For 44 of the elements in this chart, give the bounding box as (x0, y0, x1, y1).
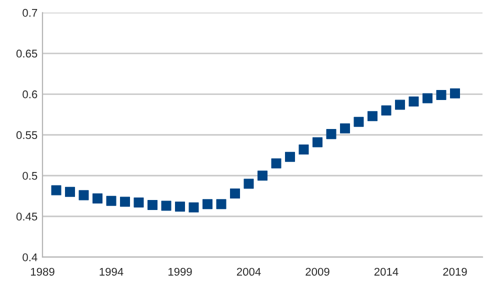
point (408, 96, 419, 106)
point (78, 190, 89, 200)
x-tick-label: 2009 (306, 268, 330, 276)
point (244, 178, 254, 189)
point (51, 185, 62, 196)
x-tick-label: 1999 (168, 268, 192, 276)
x-tick-label: 2004 (236, 268, 261, 276)
point (230, 188, 240, 199)
y-tick-label: 0.65 (16, 50, 38, 58)
x-tick-label: 1989 (30, 268, 54, 276)
point (436, 90, 446, 100)
point (64, 186, 76, 197)
y-tick-label: 0.6 (22, 90, 38, 98)
point (174, 202, 186, 212)
point (202, 199, 213, 210)
point (92, 193, 103, 204)
point (422, 93, 433, 104)
x-tick-label: 2014 (374, 268, 398, 276)
point (147, 200, 158, 210)
y-tick-label: 0.7 (22, 8, 38, 17)
point (326, 129, 336, 140)
point (216, 199, 226, 210)
point (340, 123, 350, 134)
point (271, 158, 282, 168)
point (354, 116, 364, 127)
point (312, 137, 323, 148)
y-tick-label: 0.55 (16, 131, 38, 140)
point (381, 105, 392, 116)
point (134, 198, 144, 208)
point (257, 170, 268, 181)
y-tick-label: 0.4 (22, 253, 38, 262)
point (450, 88, 460, 98)
point (120, 196, 130, 207)
point (284, 152, 296, 162)
y-tick-label: 0.45 (16, 212, 38, 221)
point (106, 196, 116, 206)
point (394, 100, 406, 110)
y-tick-label: 0.5 (22, 172, 38, 180)
x-tick-label: 2019 (443, 268, 467, 276)
x-tick-label: 1994 (100, 268, 124, 276)
point (298, 144, 309, 155)
point (161, 200, 172, 211)
point (188, 202, 199, 212)
point (367, 111, 378, 122)
